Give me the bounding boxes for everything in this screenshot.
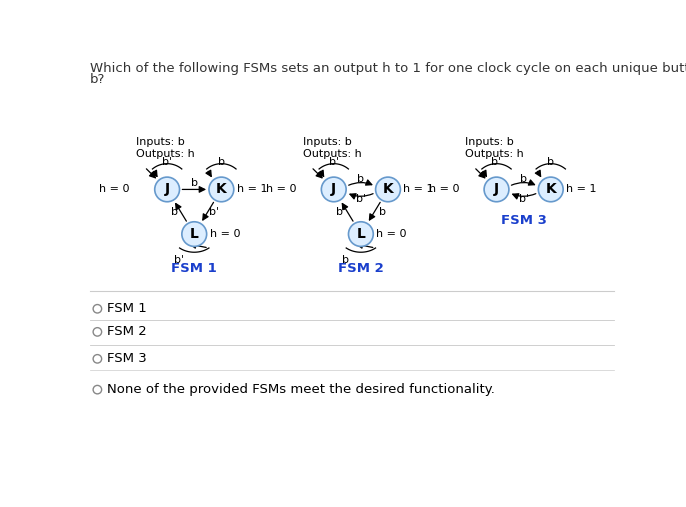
Text: b: b (191, 177, 198, 188)
Text: L: L (190, 227, 199, 241)
Text: FSM 2: FSM 2 (338, 262, 383, 275)
Text: b': b' (491, 157, 501, 167)
Text: L: L (357, 227, 366, 241)
Text: b': b' (336, 207, 346, 217)
Text: h = 1: h = 1 (237, 185, 268, 194)
Text: b: b (171, 207, 178, 217)
Text: J: J (165, 183, 169, 196)
Circle shape (93, 328, 102, 336)
Text: h = 0: h = 0 (99, 185, 130, 194)
Text: b': b' (162, 157, 172, 167)
Text: b: b (342, 255, 349, 265)
Text: h = 1: h = 1 (566, 185, 597, 194)
Circle shape (182, 222, 206, 246)
Text: h = 0: h = 0 (429, 185, 460, 194)
Circle shape (209, 177, 234, 202)
Text: b': b' (519, 194, 529, 204)
Circle shape (539, 177, 563, 202)
Text: FSM 1: FSM 1 (108, 302, 147, 315)
Text: Which of the following FSMs sets an output h to 1 for one clock cycle on each un: Which of the following FSMs sets an outp… (90, 62, 686, 76)
Text: J: J (494, 183, 499, 196)
Circle shape (93, 305, 102, 313)
Text: J: J (331, 183, 336, 196)
Text: b: b (379, 207, 386, 217)
Text: h = 0: h = 0 (266, 185, 296, 194)
Text: Inputs: b
Outputs: h: Inputs: b Outputs: h (303, 137, 362, 159)
Text: b: b (218, 157, 225, 167)
Text: h = 1: h = 1 (403, 185, 434, 194)
Circle shape (321, 177, 346, 202)
Text: b': b' (329, 157, 339, 167)
Circle shape (376, 177, 401, 202)
Circle shape (93, 354, 102, 363)
Text: Inputs: b
Outputs: h: Inputs: b Outputs: h (466, 137, 524, 159)
Circle shape (484, 177, 509, 202)
Circle shape (93, 385, 102, 394)
Text: b': b' (174, 255, 185, 265)
Text: K: K (383, 183, 393, 196)
Text: b: b (520, 174, 527, 185)
Text: None of the provided FSMs meet the desired functionality.: None of the provided FSMs meet the desir… (108, 383, 495, 396)
Text: b': b' (209, 207, 219, 217)
Circle shape (348, 222, 373, 246)
Text: Inputs: b
Outputs: h: Inputs: b Outputs: h (136, 137, 195, 159)
Circle shape (155, 177, 180, 202)
Text: FSM 3: FSM 3 (501, 214, 547, 227)
Text: FSM 3: FSM 3 (108, 352, 147, 366)
Text: b?: b? (90, 73, 105, 86)
Text: FSM 2: FSM 2 (108, 325, 147, 338)
Text: b: b (547, 157, 554, 167)
Text: K: K (545, 183, 556, 196)
Text: K: K (216, 183, 227, 196)
Text: h = 0: h = 0 (377, 229, 407, 239)
Text: h = 0: h = 0 (210, 229, 240, 239)
Text: b': b' (356, 194, 366, 204)
Text: FSM 1: FSM 1 (172, 262, 217, 275)
Text: b: b (357, 174, 364, 184)
